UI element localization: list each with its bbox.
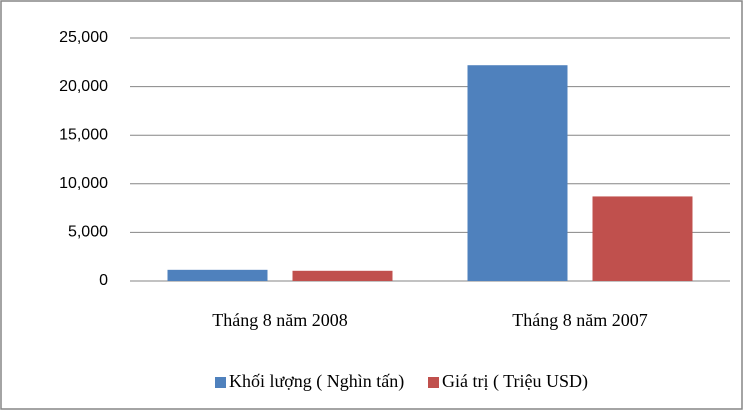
legend-swatch <box>215 377 226 388</box>
legend-label: Giá trị ( Triệu USD) <box>442 371 588 392</box>
bar <box>292 270 393 281</box>
legend-swatch <box>428 377 439 388</box>
y-tick-label: 10,000 <box>59 175 108 192</box>
bar <box>167 269 268 281</box>
y-tick-label: 20,000 <box>59 78 108 95</box>
y-tick-label: 15,000 <box>59 126 108 143</box>
y-tick-label: 0 <box>99 272 108 289</box>
x-tick-label: Tháng 8 năm 2007 <box>512 310 647 330</box>
x-tick-label: Tháng 8 năm 2008 <box>212 310 347 330</box>
bar <box>467 65 568 281</box>
legend-label: Khối lượng ( Nghìn tấn) <box>229 371 404 392</box>
y-tick-label: 5,000 <box>68 224 108 241</box>
y-tick-label: 25,000 <box>59 29 108 46</box>
bar <box>592 196 693 281</box>
